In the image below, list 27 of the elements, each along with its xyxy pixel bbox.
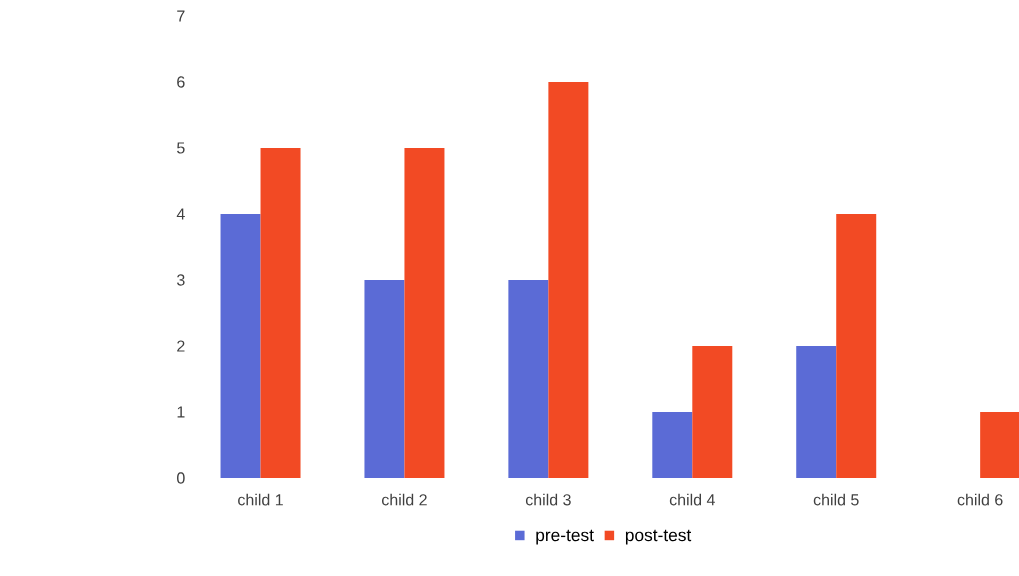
y-tick-label: 4 (176, 208, 185, 220)
y-tick-label: 2 (177, 340, 185, 352)
bar (836, 214, 877, 478)
bar (364, 280, 405, 478)
legend-label: pre-test (536, 529, 594, 545)
y-tick-label: 0 (177, 472, 185, 484)
x-tick-label: child 2 (382, 493, 427, 506)
x-tick-label: child 1 (238, 493, 283, 506)
x-tick-label: child 5 (813, 493, 859, 506)
bar (260, 148, 301, 478)
legend-label: post-test (625, 529, 692, 545)
bar (508, 280, 549, 478)
bar (692, 346, 733, 478)
x-tick-label: child 3 (525, 493, 571, 506)
y-tick-label: 6 (177, 76, 185, 88)
y-tick-label: 3 (177, 274, 185, 286)
y-tick-label: 1 (177, 406, 185, 418)
x-tick-label: child 6 (957, 493, 1003, 506)
x-tick-label: child 4 (669, 493, 715, 506)
bar (548, 82, 589, 478)
bar (404, 148, 445, 478)
bar (220, 214, 261, 478)
y-tick-label: 5 (177, 142, 185, 154)
bar (796, 346, 837, 478)
y-tick-label: 7 (177, 10, 185, 22)
bar (980, 412, 1019, 478)
bar (652, 412, 693, 478)
